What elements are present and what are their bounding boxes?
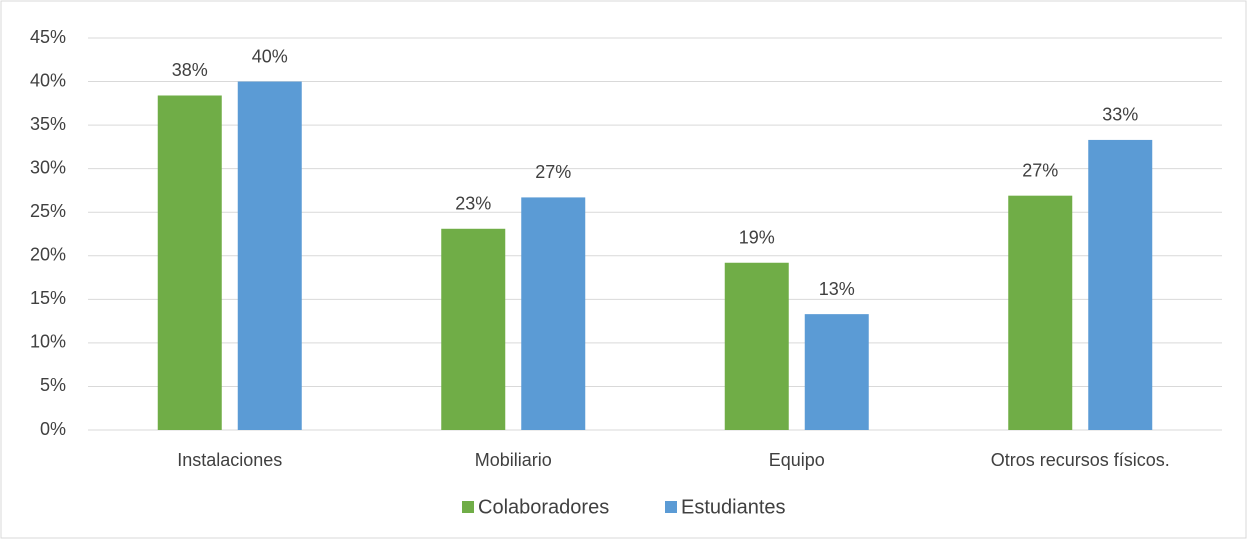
bar — [1088, 139, 1153, 431]
y-tick-label: 35% — [30, 114, 66, 134]
y-tick-label: 25% — [30, 201, 66, 221]
y-tick-label: 0% — [40, 419, 66, 439]
x-tick-label: Otros recursos físicos. — [991, 450, 1170, 470]
x-tick-label: Equipo — [769, 450, 825, 470]
bar — [157, 95, 222, 430]
y-tick-label: 45% — [30, 27, 66, 47]
data-label: 23% — [455, 194, 491, 214]
x-tick-label: Instalaciones — [177, 450, 282, 470]
y-tick-label: 20% — [30, 245, 66, 265]
bar — [724, 262, 789, 430]
legend-label: Colaboradores — [478, 496, 609, 518]
bar — [804, 314, 869, 430]
legend-swatch — [665, 501, 677, 513]
bar — [521, 197, 586, 430]
data-label: 33% — [1102, 105, 1138, 125]
data-label: 27% — [535, 162, 571, 182]
y-tick-label: 15% — [30, 288, 66, 308]
y-tick-label: 10% — [30, 332, 66, 352]
legend-label: Estudiantes — [681, 496, 786, 518]
y-tick-label: 30% — [30, 157, 66, 177]
x-tick-label: Mobiliario — [475, 450, 552, 470]
legend-swatch — [462, 501, 474, 513]
bar — [237, 81, 302, 431]
data-label: 38% — [172, 60, 208, 80]
data-label: 27% — [1022, 160, 1058, 180]
bar — [441, 228, 506, 430]
bar — [1008, 195, 1073, 430]
y-tick-label: 5% — [40, 375, 66, 395]
data-label: 19% — [739, 227, 775, 247]
data-label: 40% — [252, 46, 288, 66]
data-label: 13% — [819, 279, 855, 299]
y-tick-label: 40% — [30, 70, 66, 90]
